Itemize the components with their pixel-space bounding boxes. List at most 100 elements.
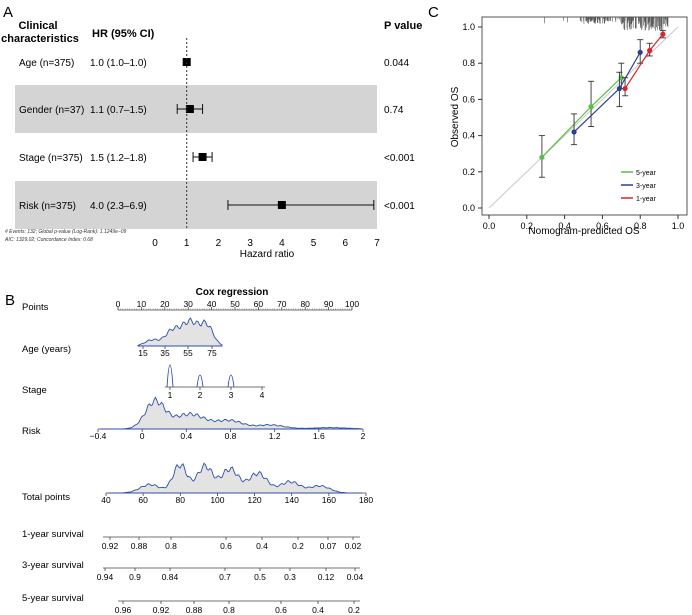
forest-row-hr: 1.1 (0.7–1.5) <box>90 105 147 116</box>
nomogram-axis-label: Risk <box>22 426 41 437</box>
nomogram-tick-label: 90 <box>324 299 334 309</box>
calibration-y-tick-label: 0.4 <box>462 131 475 141</box>
calibration-x-tick-label: 1.0 <box>672 221 685 231</box>
nomogram-tick-label: 0.88 <box>186 605 203 615</box>
nomogram-tick-label: 75 <box>207 348 217 358</box>
nomogram-tick-label: 55 <box>183 348 193 358</box>
calibration-legend-label: 3-year <box>636 183 657 190</box>
nomogram-tick-label: 120 <box>247 495 261 505</box>
calibration-ideal-line <box>488 26 679 209</box>
calibration-legend-label: 1-year <box>636 196 657 203</box>
nomogram-tick-label: 0.02 <box>345 541 362 551</box>
nomogram-tick-label: 1 <box>168 390 173 400</box>
nomogram-tick-label: 4 <box>260 390 265 400</box>
forest-tick-label: 3 <box>247 238 253 249</box>
forest-header-hr: HR (95% CI) <box>92 28 155 40</box>
nomogram-tick-label: 0.3 <box>284 572 296 582</box>
calibration-legend-label: 5-year <box>636 170 657 177</box>
forest-row-label: Gender (n=37) <box>19 105 84 116</box>
calibration-series <box>538 30 666 178</box>
panel-b-label: B <box>5 292 15 309</box>
calibration-plot: 0.0 0.2 0.4 0.6 0.8 1.0 0.0 0.2 0.4 0.6 0.8 1.0 5-y… <box>450 16 688 237</box>
nomogram-tick-label: 0.92 <box>153 605 170 615</box>
calibration-x-tick-label: 0.0 <box>483 221 496 231</box>
calibration-ylabel: Observed OS <box>450 86 461 147</box>
nomogram-tick-label: 40 <box>207 299 217 309</box>
nomogram-tick-label: 0 <box>140 431 145 441</box>
nomogram-tick-label: 60 <box>254 299 264 309</box>
nomogram-tick-label: 0.04 <box>347 572 364 582</box>
nomogram-tick-label: 40 <box>101 495 111 505</box>
nomogram-tick-label: 180 <box>359 495 373 505</box>
nomogram-tick-label: 0.7 <box>219 572 231 582</box>
calibration-point <box>539 154 545 160</box>
nomogram-tick-label: 0.2 <box>348 605 360 615</box>
nomogram-tick-label: 50 <box>230 299 240 309</box>
forest-tick-label: 1 <box>184 238 190 249</box>
nomogram-tick-label: 0.96 <box>115 605 132 615</box>
nomogram-tick-label: 0.9 <box>129 572 141 582</box>
nomogram-tick-label: 0.8 <box>225 431 237 441</box>
nomogram-tick-label: 70 <box>277 299 287 309</box>
nomogram-axis-label: Age (years) <box>22 344 71 355</box>
calibration-axes: 0.0 0.2 0.4 0.6 0.8 1.0 0.0 0.2 0.4 0.6 0.8 1.0 <box>462 22 684 231</box>
nomogram-total-density <box>108 462 362 494</box>
calibration-point <box>571 129 577 135</box>
nomogram-tick-label: 15 <box>138 348 148 358</box>
nomogram-tick-label: 0.2 <box>292 541 304 551</box>
nomogram-stage-spike <box>196 374 204 388</box>
calibration-legend: 5-year 3-year 1-year <box>621 170 657 203</box>
forest-plot: Clinical characteristics HR (95% CI) P va… <box>1 20 422 260</box>
nomogram-tick-label: 30 <box>183 299 193 309</box>
nomogram-title: Cox regression <box>196 287 269 298</box>
calibration-y-tick-label: 0.2 <box>462 167 475 177</box>
calibration-point <box>637 49 643 55</box>
forest-point <box>198 153 207 161</box>
nomogram-tick-label: 0.8 <box>223 605 235 615</box>
calibration-series-line <box>541 77 622 158</box>
forest-row-p: 0.74 <box>384 105 404 116</box>
nomogram-tick-label: 0.84 <box>162 572 179 582</box>
nomogram-tick-label: 0.07 <box>320 541 337 551</box>
nomogram-tick-label: 0.4 <box>180 431 192 441</box>
forest-row-p: <0.001 <box>384 201 415 212</box>
forest-tick-label: 4 <box>279 238 285 249</box>
calibration-series-line <box>573 52 641 133</box>
nomogram-tick-label: 0.6 <box>220 541 232 551</box>
calibration-y-tick-label: 0.0 <box>462 203 475 213</box>
forest-row-p: <0.001 <box>384 153 415 164</box>
nomogram-tick-label: 60 <box>138 495 148 505</box>
calibration-rug <box>544 17 669 31</box>
nomogram-tick-label: 80 <box>176 495 186 505</box>
nomogram-axis-label: Total points <box>22 492 70 503</box>
nomogram-tick-label: 2 <box>198 390 203 400</box>
forest-row-hr: 1.0 (1.0–1.0) <box>90 58 147 69</box>
forest-tick-label: 7 <box>374 238 380 249</box>
nomogram-stage-spike <box>227 374 235 388</box>
forest-footnote-aic: AIC: 1329.02; Concordance Index: 0.68 <box>4 237 93 243</box>
forest-x-axis: 0 1 2 3 4 5 6 7 <box>152 238 380 249</box>
calibration-xlabel: Nomogram-predicted OS <box>528 226 639 237</box>
forest-row-label: Stage (n=375) <box>19 153 83 164</box>
calibration-point <box>647 47 653 54</box>
nomogram-tick-label: 80 <box>300 299 310 309</box>
nomogram-tick-label: 0.92 <box>102 541 119 551</box>
calibration-point <box>588 104 594 110</box>
calibration-x-tick-label: 0.6 <box>596 221 609 231</box>
nomogram-age-density <box>137 317 223 347</box>
calibration-y-tick-label: 0.6 <box>462 94 475 104</box>
forest-point <box>185 105 194 113</box>
nomogram-tick-label: 160 <box>322 495 336 505</box>
nomogram-tick-label: 100 <box>345 299 359 309</box>
calibration-point <box>618 75 624 81</box>
forest-tick-label: 0 <box>152 238 158 249</box>
calibration-y-tick-label: 1.0 <box>462 22 475 32</box>
calibration-series-line <box>624 33 664 89</box>
panel-c-label: C <box>428 4 439 21</box>
nomogram-tick-label: 2 <box>361 431 366 441</box>
nomogram-tick-label: 100 <box>210 495 224 505</box>
nomogram-tick-label: 0.5 <box>254 572 266 582</box>
calibration-y-tick-label: 0.8 <box>462 58 475 68</box>
nomogram-tick-label: 0.94 <box>97 572 114 582</box>
